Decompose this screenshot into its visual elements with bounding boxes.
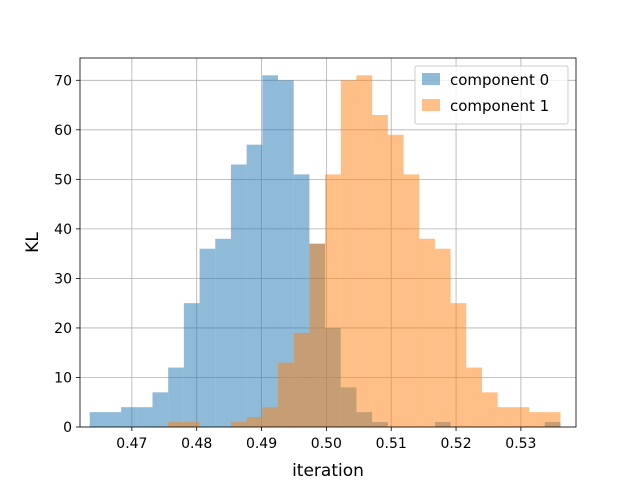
histogram-bar xyxy=(278,362,294,427)
y-axis-label: KL xyxy=(23,232,43,253)
histogram-bar xyxy=(230,422,247,427)
histogram-bar xyxy=(466,367,482,427)
legend-swatch-component-0 xyxy=(422,73,440,85)
histogram-bar xyxy=(403,174,420,427)
y-tick-label: 20 xyxy=(54,321,72,337)
x-tick-label: 0.49 xyxy=(246,436,277,452)
legend-box xyxy=(414,65,569,125)
axis-ticks: 0.47 0.48 0.49 0.50 0.51 0.52 0.53 0 10 20 30 40 50 6… xyxy=(54,73,536,452)
histogram-bar xyxy=(278,80,294,428)
histogram-bar xyxy=(121,407,137,427)
histogram-bar xyxy=(434,248,451,427)
y-tick-label: 30 xyxy=(54,271,72,287)
y-tick-label: 10 xyxy=(54,370,72,386)
histogram-bar xyxy=(356,75,373,427)
histogram-bar xyxy=(340,80,357,428)
histogram-bar xyxy=(497,407,514,427)
x-tick-label: 0.50 xyxy=(311,436,342,452)
histogram-bar xyxy=(168,367,184,427)
histogram-bars xyxy=(89,75,561,428)
y-tick-label: 60 xyxy=(54,123,72,139)
legend-swatch-component-1 xyxy=(422,99,440,111)
histogram-bar xyxy=(230,164,247,427)
plot-frame xyxy=(79,57,577,428)
series-component-1 xyxy=(168,75,561,428)
legend-label-component-0: component 0 xyxy=(450,71,549,89)
histogram-bar xyxy=(450,303,467,427)
histogram-bar xyxy=(529,412,545,427)
histogram-bar xyxy=(262,407,279,427)
histogram-bar xyxy=(215,238,231,427)
histogram-bar xyxy=(387,134,404,428)
x-tick-label: 0.53 xyxy=(505,436,536,452)
histogram-bar xyxy=(372,114,388,428)
y-tick-label: 70 xyxy=(54,73,72,89)
y-tick-label: 50 xyxy=(54,172,72,188)
histogram-bar xyxy=(183,303,200,427)
histogram-bar xyxy=(168,422,184,427)
histogram-bar xyxy=(183,422,200,427)
histogram-bar xyxy=(152,392,169,427)
histogram-bar xyxy=(89,412,106,427)
histogram-bar xyxy=(246,417,263,427)
x-tick-label: 0.51 xyxy=(376,436,407,452)
x-tick-label: 0.47 xyxy=(116,436,147,452)
legend-label-component-1: component 1 xyxy=(450,97,549,115)
y-tick-label: 40 xyxy=(54,222,72,238)
histogram-bar xyxy=(309,243,326,427)
legend: component 0 component 1 xyxy=(414,65,569,125)
histogram-bar xyxy=(246,144,263,427)
histogram-bar xyxy=(419,238,435,427)
x-tick-label: 0.48 xyxy=(181,436,212,452)
histogram-bar xyxy=(481,392,498,427)
x-axis-label: iteration xyxy=(292,461,364,480)
histogram-bar xyxy=(513,407,530,427)
x-tick-label: 0.52 xyxy=(440,436,471,452)
y-tick-label: 0 xyxy=(63,420,72,436)
histogram-bar xyxy=(199,248,216,427)
histogram-bar xyxy=(105,412,122,427)
histogram-bar xyxy=(544,412,561,427)
histogram-bar xyxy=(325,174,341,427)
histogram-bar xyxy=(293,332,310,427)
histogram-bar xyxy=(262,75,279,427)
histogram-bar xyxy=(136,407,153,427)
